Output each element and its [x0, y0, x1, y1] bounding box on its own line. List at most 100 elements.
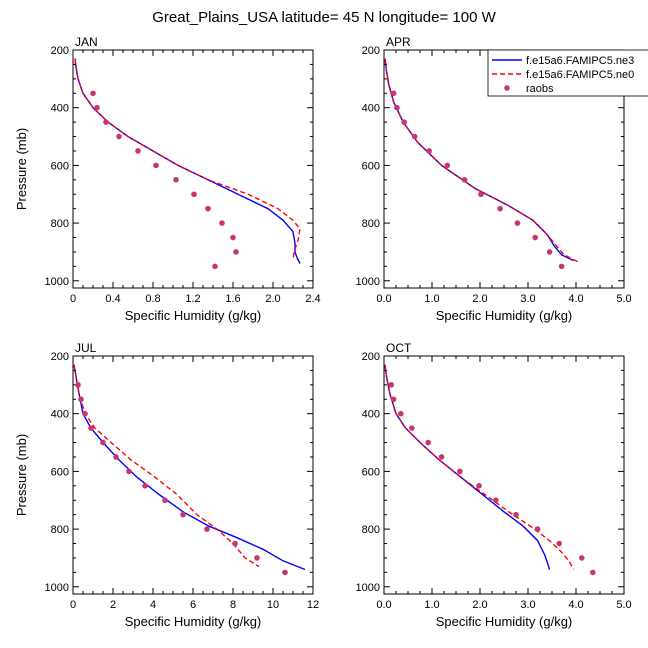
panel-label: APR — [386, 35, 411, 49]
raobs-point — [590, 569, 596, 576]
x-tick-label: 4.0 — [568, 599, 583, 611]
y-axis-label: Pressure (mb) — [14, 128, 29, 210]
legend-box — [487, 49, 648, 97]
x-tick-label: 1.0 — [424, 599, 439, 611]
raobs-point — [476, 483, 482, 489]
x-axis-label: Specific Humidity (g/kg) — [125, 308, 262, 323]
raobs-point — [191, 191, 197, 198]
y-tick-label: 400 — [51, 103, 69, 115]
y-tick-label: 400 — [51, 409, 69, 421]
raobs-point — [546, 249, 553, 255]
x-tick-label: 2.4 — [305, 293, 320, 305]
legend-label: raobs — [526, 83, 554, 95]
x-tick-label: 0.0 — [376, 599, 391, 611]
raobs-point — [82, 410, 88, 417]
y-tick-label: 1000 — [45, 582, 69, 594]
y-tick-label: 400 — [362, 409, 380, 421]
x-tick-label: 2.0 — [472, 599, 487, 611]
y-tick-label: 1000 — [356, 582, 380, 594]
raobs-point — [204, 526, 210, 532]
raobs-point — [232, 540, 238, 547]
raobs-point — [444, 162, 451, 169]
raobs-point — [162, 497, 168, 504]
raobs-point — [401, 119, 407, 125]
raobs-point — [390, 396, 397, 403]
y-tick-label: 800 — [362, 524, 380, 536]
y-tick-label: 1000 — [45, 276, 69, 288]
series-line-ne3 — [73, 364, 306, 571]
raobs-point — [497, 205, 503, 212]
plot-frame — [72, 49, 314, 289]
x-tick-label: 5.0 — [616, 599, 631, 611]
raobs-point — [425, 439, 431, 446]
raobs-point — [135, 148, 141, 154]
y-tick-label: 800 — [362, 218, 380, 230]
raobs-point — [398, 410, 404, 417]
panel-jul: JUL 0 2 4 6 8 10 12 200 400 600 800 1000 Specific Hum… — [14, 341, 319, 629]
y-axis-label: Pressure (mb) — [14, 434, 29, 516]
raobs-point — [153, 162, 159, 169]
x-tick-label: 4 — [150, 599, 156, 611]
panel-oct: OCT 0.0 1.0 2.0 3.0 4.0 5.0 200 400 600 800 1000 Spe… — [356, 341, 632, 629]
x-tick-label: 0 — [70, 293, 76, 305]
raobs-point — [173, 177, 179, 183]
raobs-point — [126, 468, 132, 475]
panel-label: OCT — [386, 341, 412, 355]
raobs-point — [411, 133, 418, 140]
x-tick-label: 0.8 — [145, 293, 160, 305]
raobs-point — [558, 263, 565, 270]
series-line-ne0 — [384, 58, 579, 263]
y-tick-label: 200 — [51, 45, 69, 57]
panel-apr: APR 0.0 1.0 2.0 3.0 4.0 5.0 200 400 600 800 1000 Spe… — [356, 35, 632, 323]
x-tick-label: 1.2 — [185, 293, 200, 305]
y-tick-label: 200 — [51, 351, 69, 363]
x-tick-label: 2.0 — [472, 293, 487, 305]
x-tick-label: 0.0 — [376, 293, 391, 305]
raobs-point — [205, 205, 211, 212]
x-tick-label: 5.0 — [616, 293, 631, 305]
raobs-point — [94, 104, 100, 111]
raobs-point — [142, 483, 148, 489]
y-tick-label: 800 — [51, 218, 69, 230]
y-tick-label: 600 — [362, 466, 380, 478]
legend-label: f.e15a6.FAMIPC5.ne3 — [526, 55, 634, 67]
raobs-point — [78, 396, 84, 403]
legend-label: f.e15a6.FAMIPC5.ne0 — [526, 69, 634, 81]
raobs-point — [478, 191, 484, 198]
x-tick-label: 2.0 — [265, 293, 280, 305]
x-tick-label: 10 — [267, 599, 279, 611]
legend-marker-raobs — [504, 85, 510, 91]
raobs-point — [534, 526, 541, 532]
plot-frame — [72, 355, 314, 595]
x-tick-label: 12 — [307, 599, 319, 611]
x-tick-label: 3.0 — [520, 293, 535, 305]
panel-label: JUL — [75, 341, 97, 355]
raobs-point — [532, 234, 538, 241]
raobs-point — [388, 382, 395, 388]
raobs-point — [426, 148, 432, 154]
raobs-point — [230, 234, 236, 241]
raobs-point — [513, 511, 519, 518]
y-tick-label: 200 — [362, 351, 380, 363]
y-tick-label: 600 — [51, 160, 69, 172]
raobs-point — [116, 133, 122, 140]
y-tick-label: 800 — [51, 524, 69, 536]
raobs-point — [514, 220, 521, 226]
x-tick-label: 3.0 — [520, 599, 535, 611]
raobs-point — [390, 90, 397, 97]
raobs-point — [100, 439, 106, 446]
panel-label: JAN — [75, 35, 98, 49]
plot-frame — [383, 355, 625, 595]
raobs-point — [457, 468, 463, 475]
y-tick-label: 1000 — [356, 276, 380, 288]
x-tick-label: 4.0 — [568, 293, 583, 305]
series-line-ne0 — [74, 58, 301, 261]
raobs-point — [233, 249, 239, 255]
raobs-point — [282, 569, 288, 576]
y-tick-label: 600 — [51, 466, 69, 478]
y-tick-label: 600 — [362, 160, 380, 172]
x-axis-label: Specific Humidity (g/kg) — [436, 614, 573, 629]
legend: f.e15a6.FAMIPC5.ne3 f.e15a6.FAMIPC5.ne0 ra… — [487, 49, 648, 97]
raobs-point — [254, 555, 260, 561]
